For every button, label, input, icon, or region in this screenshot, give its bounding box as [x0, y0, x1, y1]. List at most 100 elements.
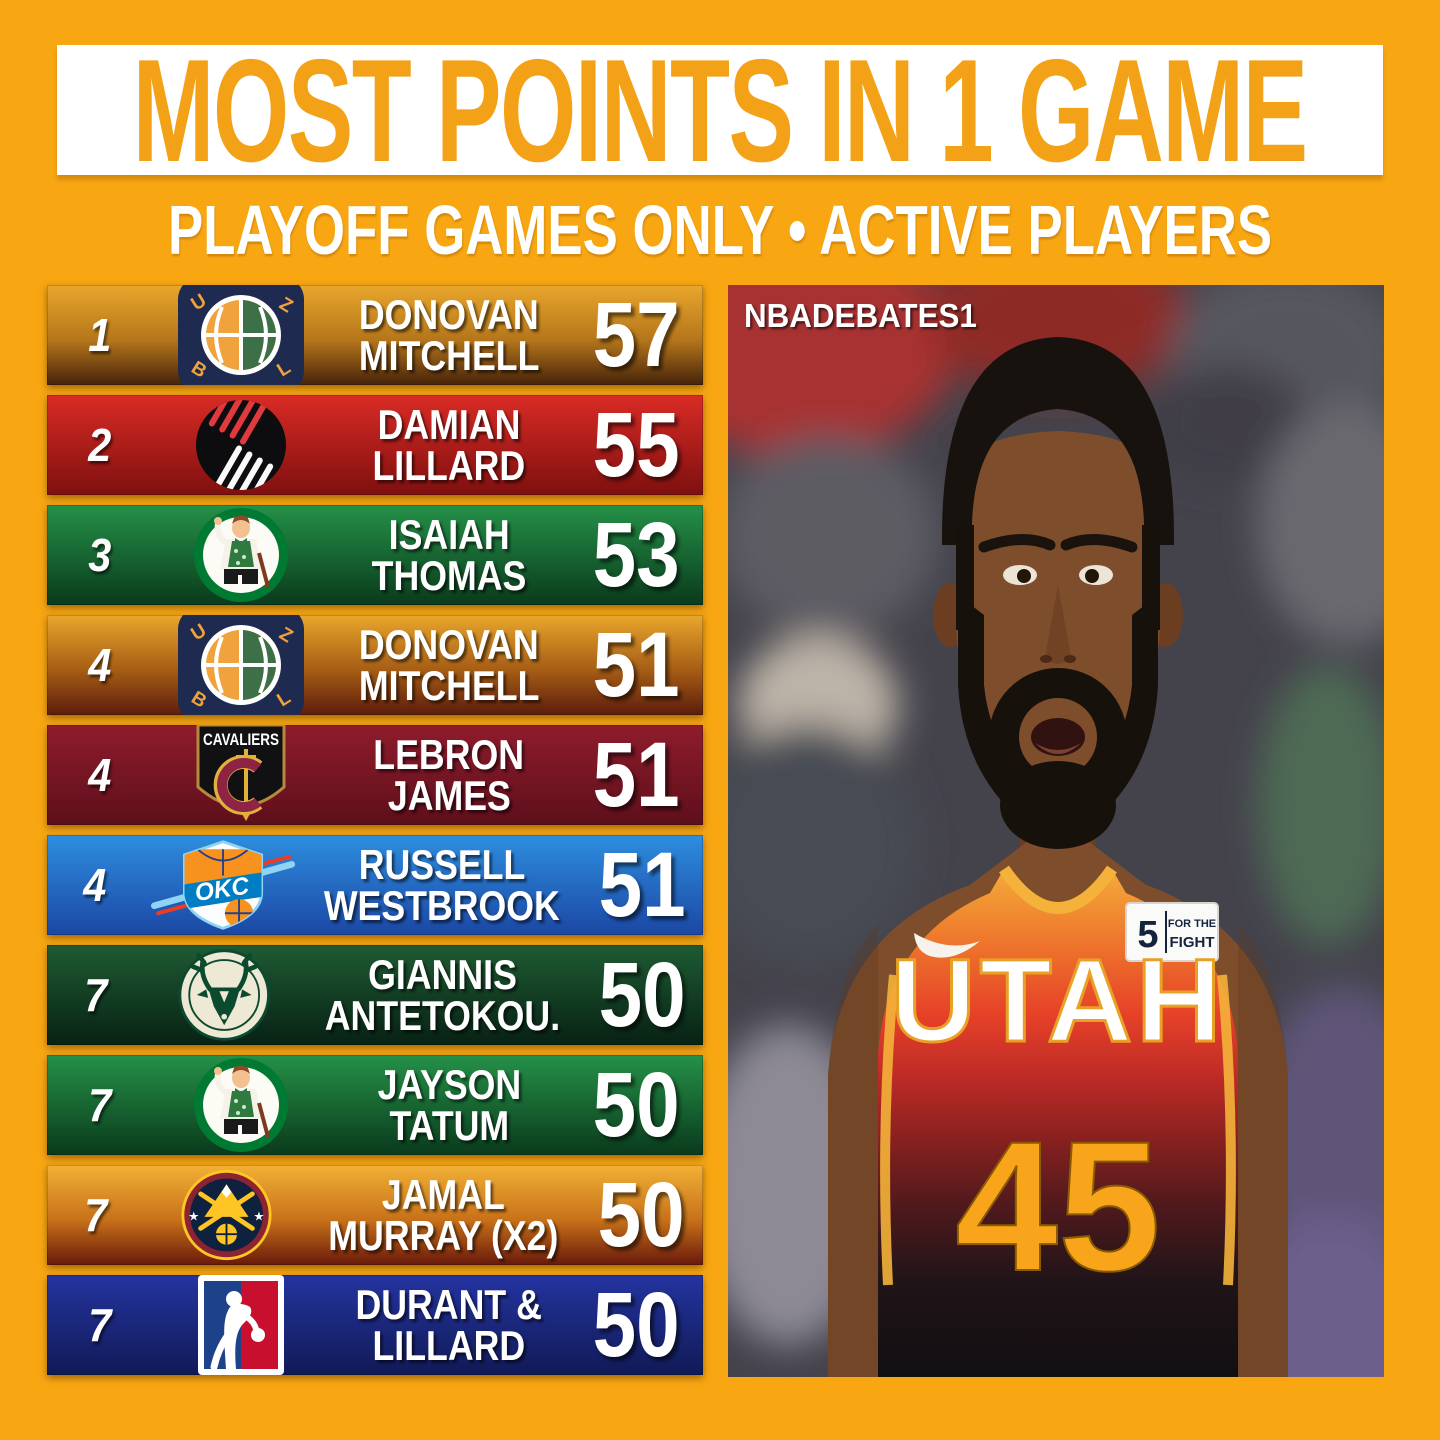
- nuggets-team-logo-icon: ★ ★: [145, 1165, 308, 1265]
- ranking-row: 7 GIANNIS ANTETOKOU. 50: [47, 945, 703, 1045]
- points-value-text: 50: [598, 945, 686, 1045]
- player-name-line1: DAMIAN: [377, 401, 521, 448]
- points-value: 50: [569, 1055, 703, 1155]
- patch-line2: FIGHT: [1170, 934, 1215, 951]
- player-name-line2: THOMAS: [371, 552, 527, 599]
- rank-number-text: 4: [88, 749, 112, 801]
- ranking-row: 4 CAVALIERS LEBRON JAMES 51: [47, 725, 703, 825]
- nba-team-logo-icon: [153, 1275, 329, 1375]
- player-name-line1: ISAIAH: [388, 511, 510, 558]
- watermark-text: NBADEBATES1: [744, 297, 977, 334]
- points-value-text: 57: [592, 285, 680, 385]
- jersey-patch: 5 FOR THE FIGHT: [1125, 902, 1219, 962]
- title-banner: MOST POINTS IN 1 GAME: [57, 28, 1383, 192]
- player-name-line2: MITCHELL: [358, 662, 540, 709]
- rank-number: 1: [47, 308, 153, 362]
- rank-number-text: 4: [83, 859, 107, 911]
- points-value: 50: [569, 1275, 703, 1375]
- patch-number: 5: [1137, 914, 1158, 956]
- player-name-line1: DONOVAN: [359, 291, 539, 338]
- rank-number-text: 7: [88, 1299, 112, 1351]
- jazz-team-logo-icon: U Z B L: [153, 285, 329, 385]
- celtics-team-logo-icon: [153, 1055, 329, 1155]
- player-name-line2: ANTETOKOU.: [324, 992, 561, 1039]
- ranking-row: 3 ISAIAH THOMAS 53: [47, 505, 703, 605]
- player-photo: 5 FOR THE FIGHT UTAH 45: [728, 285, 1384, 1377]
- player-name-line1: DONOVAN: [359, 621, 539, 668]
- svg-text:★: ★: [188, 1210, 199, 1224]
- player-name: JAYSON TATUM: [329, 1061, 569, 1147]
- player-name-line2: MITCHELL: [358, 332, 540, 379]
- player-name-line1: DURANT &: [355, 1281, 543, 1328]
- points-value-text: 50: [592, 1275, 680, 1375]
- rank-number: 4: [47, 748, 153, 802]
- rank-number-text: 7: [88, 1079, 112, 1131]
- patch-line1: FOR THE: [1168, 918, 1216, 930]
- player-name-line1: JAYSON: [377, 1061, 521, 1108]
- player-name-line2: JAMES: [387, 772, 511, 819]
- player-name-line2: LILLARD: [372, 1322, 526, 1369]
- rank-number: 7: [47, 1188, 145, 1242]
- points-value: 51: [569, 615, 703, 715]
- okc-team-logo-icon: OKC: [143, 835, 303, 935]
- player-photo-illustration: 5 FOR THE FIGHT UTAH 45: [728, 285, 1384, 1377]
- svg-text:★: ★: [254, 1210, 265, 1224]
- rank-number: 2: [47, 418, 153, 472]
- nike-swoosh-icon: [914, 933, 980, 958]
- rank-number: 7: [47, 1298, 153, 1352]
- player-name-line1: GIANNIS: [368, 951, 517, 998]
- player-name-line2: LILLARD: [372, 442, 526, 489]
- player-name: JAMAL MURRAY (X2): [308, 1174, 579, 1257]
- rank-number-text: 2: [88, 419, 112, 471]
- player-name-line1: LEBRON: [373, 731, 525, 778]
- celtics-team-logo-icon: [153, 505, 329, 605]
- ranking-row: 7 DURANT & LILLARD 50: [47, 1275, 703, 1375]
- rank-number: 4: [47, 858, 143, 912]
- jersey: [878, 869, 1238, 1377]
- ranking-list: 1 U Z B L DONOVAN MITCHELL 57 2 DAMIAN L…: [47, 285, 703, 1385]
- player-name: LEBRON JAMES: [329, 731, 569, 819]
- cavaliers-team-logo-icon: CAVALIERS: [153, 725, 329, 825]
- ranking-row: 7 ★ ★ JAMAL MURRAY (X2) 50: [47, 1165, 703, 1265]
- player-name: ISAIAH THOMAS: [329, 511, 569, 599]
- bucks-team-logo-icon: [144, 945, 304, 1045]
- points-value-text: 55: [592, 395, 680, 495]
- svg-text:CAVALIERS: CAVALIERS: [203, 730, 279, 749]
- points-value-text: 51: [592, 725, 680, 825]
- points-value-text: 50: [592, 1055, 680, 1155]
- player-name: RUSSELL WESTBROOK: [303, 841, 581, 929]
- rank-number-text: 4: [88, 639, 112, 691]
- points-value: 55: [569, 395, 703, 495]
- points-value-text: 53: [592, 505, 680, 605]
- ranking-row: 4 OKC RUSSELL WESTBROOK 51: [47, 835, 703, 935]
- points-value: 51: [569, 725, 703, 825]
- player-name-line1: RUSSELL: [358, 841, 526, 888]
- points-value: 50: [581, 945, 703, 1045]
- blazers-team-logo-icon: [153, 395, 329, 495]
- player-name: DAMIAN LILLARD: [329, 401, 569, 489]
- player-name: DONOVAN MITCHELL: [329, 621, 569, 709]
- rank-number-text: 7: [84, 1189, 108, 1241]
- player-name-line2: WESTBROOK: [324, 882, 561, 929]
- points-value: 50: [579, 1165, 703, 1265]
- rank-number: 7: [47, 968, 144, 1022]
- ranking-row: 7 JAYSON TATUM 50: [47, 1055, 703, 1155]
- jersey-number-text: 45: [955, 1104, 1161, 1310]
- points-value: 57: [569, 285, 703, 385]
- page-title: MOST POINTS IN 1 GAME: [133, 28, 1309, 192]
- player-name: DONOVAN MITCHELL: [329, 291, 569, 379]
- player-figure: 5 FOR THE FIGHT UTAH 45: [828, 755, 1288, 1377]
- player-name: GIANNIS ANTETOKOU.: [304, 951, 581, 1039]
- rank-number: 3: [47, 528, 153, 582]
- player-head: [933, 337, 1183, 849]
- points-value: 53: [569, 505, 703, 605]
- rank-number-text: 3: [88, 529, 112, 581]
- points-value-text: 51: [598, 835, 686, 935]
- rank-number: 4: [47, 638, 153, 692]
- points-value-text: 51: [592, 615, 680, 715]
- jersey-team-text: UTAH: [891, 935, 1226, 1067]
- rank-number-text: 1: [88, 309, 112, 361]
- jazz-team-logo-icon: U Z B L: [153, 615, 329, 715]
- page-subtitle-text: PLAYOFF GAMES ONLY • ACTIVE PLAYERS: [167, 191, 1273, 269]
